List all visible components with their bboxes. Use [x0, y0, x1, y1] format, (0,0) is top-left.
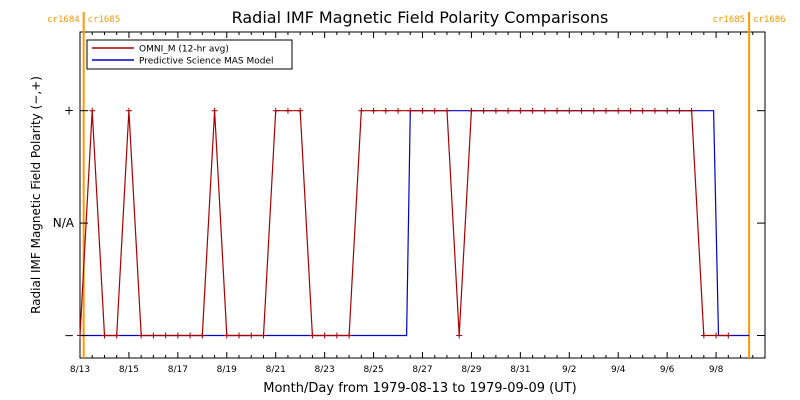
data-point-marker: [395, 107, 402, 114]
data-point-marker: [101, 332, 108, 339]
data-point-marker: [676, 107, 683, 114]
data-point-marker: [297, 107, 304, 114]
data-point-marker: [713, 332, 720, 339]
x-tick-label: 9/2: [562, 365, 576, 375]
data-point-marker: [150, 332, 157, 339]
x-tick-label: 8/15: [119, 365, 139, 375]
data-point-marker: [382, 107, 389, 114]
x-tick-label: 9/8: [709, 365, 724, 375]
y-axis-label: Radial IMF Magnetic Field Polarity (−,+): [29, 76, 43, 314]
data-point-marker: [566, 107, 573, 114]
x-axis-label: Month/Day from 1979-08-13 to 1979-09-09 …: [263, 381, 576, 396]
data-point-marker: [517, 107, 524, 114]
legend: OMNI_M (12-hr avg) Predictive Science MAS…: [86, 39, 293, 70]
data-point-marker: [199, 332, 206, 339]
data-point-marker: [358, 107, 365, 114]
data-point-marker: [125, 107, 132, 114]
data-point-marker: [590, 107, 597, 114]
data-point-marker: [174, 332, 181, 339]
data-point-marker: [578, 107, 585, 114]
x-tick-label: 8/23: [315, 365, 335, 375]
data-point-marker: [346, 332, 353, 339]
data-point-marker: [260, 332, 267, 339]
data-point-marker: [272, 107, 279, 114]
data-point-marker: [443, 107, 450, 114]
carrington-right-label: cr1685: [88, 15, 121, 25]
series-layer: [77, 107, 750, 339]
data-point-marker: [419, 107, 426, 114]
data-point-marker: [688, 107, 695, 114]
data-point-marker: [309, 332, 316, 339]
data-point-marker: [431, 107, 438, 114]
data-point-marker: [162, 332, 169, 339]
carrington-left-label: cr1684: [47, 15, 80, 25]
data-point-marker: [725, 332, 732, 339]
axis-ticks: 8/13 8/15 8/17 8/19 8/21 8/23 8/25 8/27 8/29 8/31…: [53, 32, 765, 375]
carrington-left-label: cr1685: [713, 15, 746, 25]
legend-label: OMNI_M (12-hr avg): [139, 45, 229, 55]
data-point-marker: [407, 107, 414, 114]
y-tick-label: N/A: [53, 216, 75, 230]
x-tick-label: 8/31: [510, 365, 530, 375]
legend-label: Predictive Science MAS Model: [139, 57, 274, 67]
x-tick-label: 8/27: [412, 365, 432, 375]
carrington-right-label: cr1686: [753, 15, 786, 25]
data-point-marker: [456, 332, 463, 339]
data-point-marker: [492, 107, 499, 114]
data-point-marker: [627, 107, 634, 114]
data-point-marker: [529, 107, 536, 114]
data-point-marker: [480, 107, 487, 114]
x-tick-label: 8/21: [266, 365, 286, 375]
x-tick-label: 8/29: [461, 365, 481, 375]
data-point-marker: [321, 332, 328, 339]
data-point-marker: [554, 107, 561, 114]
data-point-marker: [639, 107, 646, 114]
data-point-marker: [248, 332, 255, 339]
chart-title: Radial IMF Magnetic Field Polarity Compa…: [232, 8, 609, 27]
data-point-marker: [284, 107, 291, 114]
series-line-1: [80, 110, 750, 337]
data-point-marker: [615, 107, 622, 114]
data-point-marker: [468, 107, 475, 114]
y-tick-label: +: [64, 104, 74, 118]
data-point-marker: [236, 332, 243, 339]
data-point-marker: [700, 332, 707, 339]
x-tick-label: 8/19: [217, 365, 237, 375]
data-point-marker: [651, 107, 658, 114]
data-point-marker: [541, 107, 548, 114]
x-tick-label: 9/4: [611, 365, 626, 375]
x-tick-label: 8/25: [363, 365, 383, 375]
x-tick-label: 8/13: [70, 365, 90, 375]
plot-area-border: [79, 31, 766, 359]
x-tick-label: 8/17: [168, 365, 188, 375]
data-point-marker: [664, 107, 671, 114]
data-point-marker: [113, 332, 120, 339]
data-point-marker: [223, 332, 230, 339]
plot-frame: [79, 31, 766, 359]
carrington-markers: cr1684 cr1685 cr1685 cr1686: [47, 12, 786, 358]
data-point-marker: [211, 107, 218, 114]
legend-box: [86, 39, 293, 70]
x-tick-label: 9/6: [660, 365, 675, 375]
series-line-0: [79, 110, 729, 337]
data-point-marker: [89, 107, 96, 114]
data-point-marker: [602, 107, 609, 114]
data-point-marker: [370, 107, 377, 114]
data-point-marker: [505, 107, 512, 114]
y-tick-label: −: [64, 329, 74, 343]
data-point-marker: [333, 332, 340, 339]
data-point-marker: [187, 332, 194, 339]
data-point-marker: [138, 332, 145, 339]
